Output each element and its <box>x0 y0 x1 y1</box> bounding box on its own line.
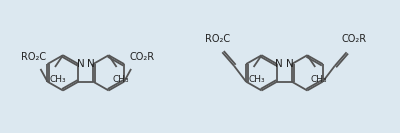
Text: N: N <box>87 59 95 69</box>
Text: N: N <box>275 59 283 69</box>
Text: CO₂R: CO₂R <box>342 34 367 44</box>
Text: RO₂C: RO₂C <box>21 52 46 62</box>
Text: RO₂C: RO₂C <box>205 34 230 44</box>
Text: N: N <box>76 59 84 69</box>
Text: CH₃: CH₃ <box>311 75 328 84</box>
Text: CH₃: CH₃ <box>112 75 129 84</box>
Text: N: N <box>286 59 294 69</box>
Text: CH₃: CH₃ <box>248 75 265 84</box>
Text: CO₂R: CO₂R <box>130 52 154 62</box>
Text: CH₃: CH₃ <box>50 75 66 84</box>
